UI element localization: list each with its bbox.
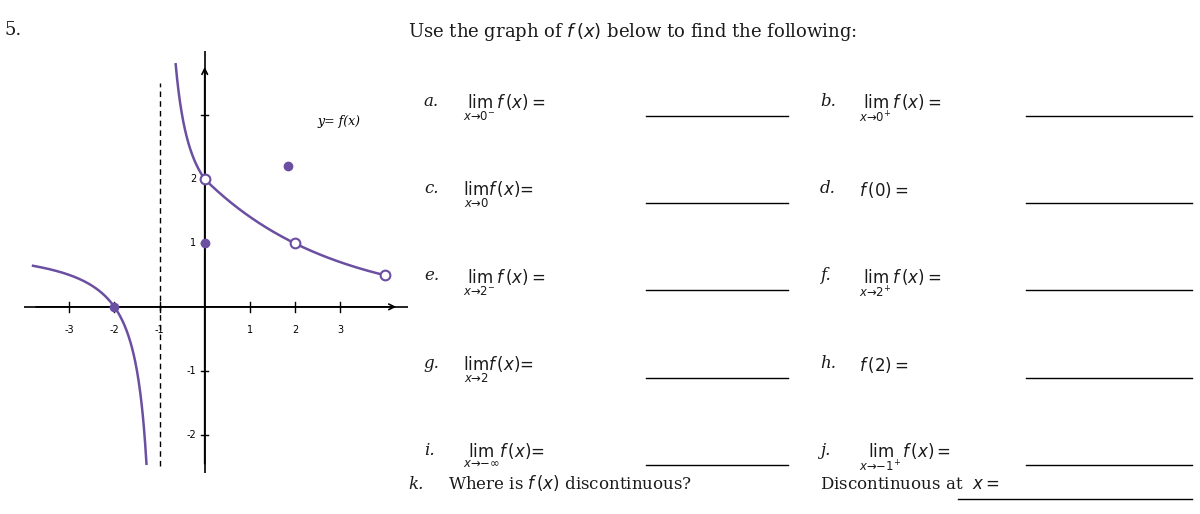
Text: b.: b. xyxy=(820,93,835,109)
Text: f.: f. xyxy=(820,267,830,284)
Text: -2: -2 xyxy=(187,430,197,439)
Text: 2: 2 xyxy=(191,174,197,184)
Text: j.: j. xyxy=(820,442,830,459)
Text: $f\,(0) =$: $f\,(0) =$ xyxy=(859,180,908,200)
Text: $\lim_{x\to 0^+} f\,(x)=$: $\lim_{x\to 0^+} f\,(x)=$ xyxy=(859,93,942,124)
Text: -1: -1 xyxy=(155,325,164,335)
Text: $f\,(2) =$: $f\,(2) =$ xyxy=(859,355,908,375)
Text: Where is $f\,(x)$ discontinuous?: Where is $f\,(x)$ discontinuous? xyxy=(448,473,691,493)
Text: 1: 1 xyxy=(191,238,197,248)
Text: $\lim_{x\to -1^+} f\,(x) =$: $\lim_{x\to -1^+} f\,(x) =$ xyxy=(859,442,952,473)
Text: $\lim_{x\to 2^-} f\,(x) =$: $\lim_{x\to 2^-} f\,(x) =$ xyxy=(463,267,546,298)
Text: 1: 1 xyxy=(247,325,253,335)
Text: i.: i. xyxy=(424,442,434,459)
Text: 2: 2 xyxy=(292,325,298,335)
Text: 5.: 5. xyxy=(5,21,22,39)
Text: e.: e. xyxy=(424,267,439,284)
Text: $\lim_{x\to 0} f\,(x) =$: $\lim_{x\to 0} f\,(x) =$ xyxy=(463,180,534,210)
Text: a.: a. xyxy=(424,93,439,109)
Text: Discontinuous at  $x=$: Discontinuous at $x=$ xyxy=(820,476,1000,493)
Text: k.: k. xyxy=(408,476,424,493)
Text: Use the graph of $f\,(x)$ below to find the following:: Use the graph of $f\,(x)$ below to find … xyxy=(408,21,857,43)
Text: h.: h. xyxy=(820,355,836,372)
Text: y= f(x): y= f(x) xyxy=(318,115,361,128)
Text: $\lim_{x\to -\infty} f\,(x)=$: $\lim_{x\to -\infty} f\,(x)=$ xyxy=(463,442,545,470)
Text: $\lim_{x\to 2} f\,(x) =$: $\lim_{x\to 2} f\,(x) =$ xyxy=(463,355,534,385)
Text: -1: -1 xyxy=(187,365,197,376)
Text: -3: -3 xyxy=(65,325,74,335)
Text: $\lim_{x\to 0^-} f\,(x)=$: $\lim_{x\to 0^-} f\,(x)=$ xyxy=(463,93,546,123)
Text: g.: g. xyxy=(424,355,439,372)
Text: d.: d. xyxy=(820,180,835,197)
Text: c.: c. xyxy=(424,180,438,197)
Text: 3: 3 xyxy=(337,325,343,335)
Text: $\lim_{x\to 2^+} f\,(x) =$: $\lim_{x\to 2^+} f\,(x) =$ xyxy=(859,267,942,299)
Text: -2: -2 xyxy=(109,325,119,335)
